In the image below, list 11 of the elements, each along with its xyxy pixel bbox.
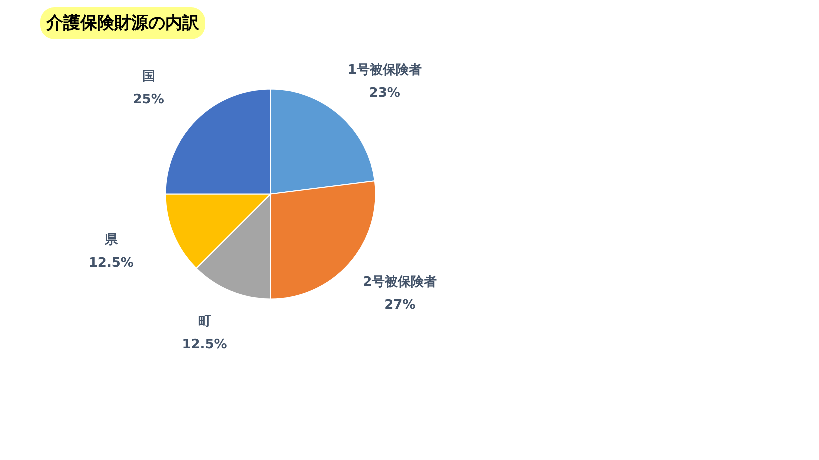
slice-label: 町 (198, 314, 212, 330)
data-label: 12.5% (182, 337, 228, 352)
data-label: 12.5% (88, 256, 134, 272)
slice-label: 県 (104, 233, 119, 248)
slice-label: 2号被保険者 (363, 274, 438, 290)
slice-label: 1号被保険者 (348, 62, 422, 78)
data-label: 25% (133, 92, 164, 108)
data-label: 23% (369, 86, 400, 102)
data-label: 27% (384, 298, 416, 313)
chart-title: 介護保険財源の内訳 (46, 14, 200, 34)
slice-label: 国 (142, 70, 156, 85)
